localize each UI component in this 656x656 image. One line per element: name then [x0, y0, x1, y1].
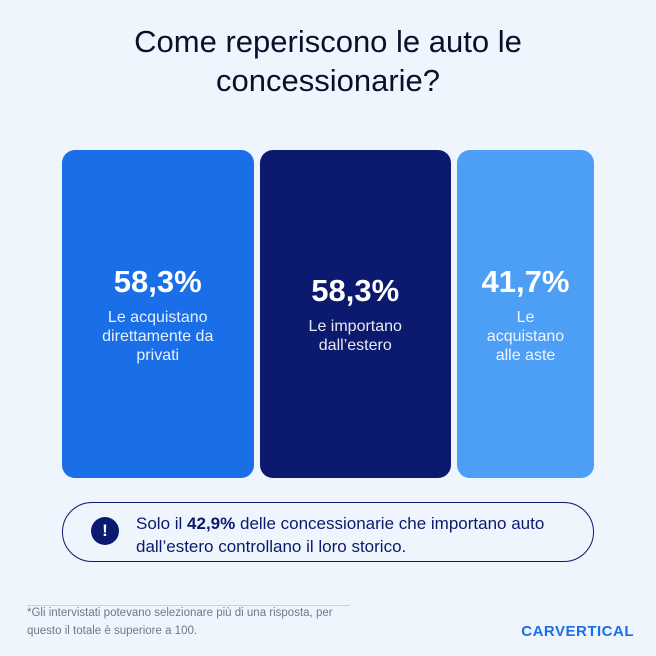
category-label: Le acquistano alle aste	[486, 308, 565, 364]
footnote: *Gli intervistati potevano selezionare p…	[27, 607, 333, 637]
bar-card: 41,7% Le acquistano alle aste	[457, 150, 594, 478]
value-label: 58,3%	[113, 263, 202, 299]
bar-card: 58,3% Le acquistano direttamente da priva…	[62, 150, 254, 478]
note-text: Solo il 42,9% delle concessionarie che i…	[136, 512, 576, 558]
chart-title: Come reperiscono le auto le concessionar…	[134, 24, 522, 98]
cards: 58,3% Le acquistano direttamente da priva…	[62, 150, 594, 478]
category-label: Le importano dall’estero	[308, 318, 402, 354]
brand-logo: CARVERTICAL	[521, 623, 634, 640]
value-label: 41,7%	[481, 263, 570, 299]
note-highlight: 42,9%	[187, 514, 236, 533]
note-text: delle concessionarie che importano auto …	[136, 514, 545, 556]
separator	[27, 605, 350, 606]
category-label: Le acquistano direttamente da privati	[102, 308, 214, 364]
bar-card: 58,3% Le importano dall’estero	[259, 150, 451, 478]
alert-icon: !	[91, 517, 119, 545]
value-label: 58,3%	[311, 273, 400, 308]
note-box: ! Solo il 42,9% delle concessionarie che…	[62, 502, 594, 562]
note-text: Solo il	[136, 514, 183, 533]
